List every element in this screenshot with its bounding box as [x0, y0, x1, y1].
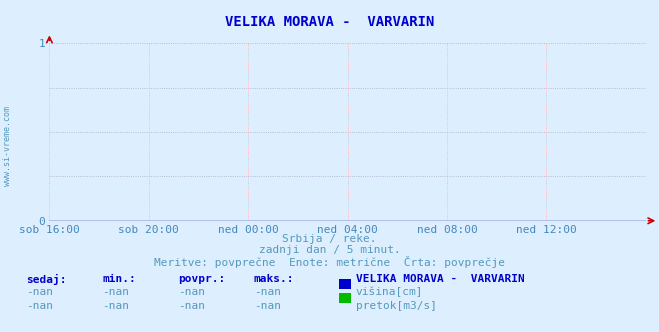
Text: -nan: -nan	[254, 301, 281, 311]
Text: Srbija / reke.: Srbija / reke.	[282, 234, 377, 244]
Text: -nan: -nan	[254, 287, 281, 297]
Text: min.:: min.:	[102, 274, 136, 284]
Text: www.si-vreme.com: www.si-vreme.com	[3, 106, 13, 186]
Text: -nan: -nan	[102, 287, 129, 297]
Text: -nan: -nan	[178, 301, 205, 311]
Text: višina[cm]: višina[cm]	[356, 287, 423, 297]
Text: sedaj:: sedaj:	[26, 274, 67, 285]
Text: VELIKA MORAVA -  VARVARIN: VELIKA MORAVA - VARVARIN	[356, 274, 525, 284]
Text: Meritve: povprečne  Enote: metrične  Črta: povprečje: Meritve: povprečne Enote: metrične Črta:…	[154, 256, 505, 268]
Text: maks.:: maks.:	[254, 274, 294, 284]
Text: -nan: -nan	[26, 287, 53, 297]
Text: -nan: -nan	[26, 301, 53, 311]
Text: pretok[m3/s]: pretok[m3/s]	[356, 301, 437, 311]
Text: zadnji dan / 5 minut.: zadnji dan / 5 minut.	[258, 245, 401, 255]
Text: VELIKA MORAVA -  VARVARIN: VELIKA MORAVA - VARVARIN	[225, 15, 434, 29]
Text: povpr.:: povpr.:	[178, 274, 225, 284]
Text: -nan: -nan	[102, 301, 129, 311]
Text: -nan: -nan	[178, 287, 205, 297]
